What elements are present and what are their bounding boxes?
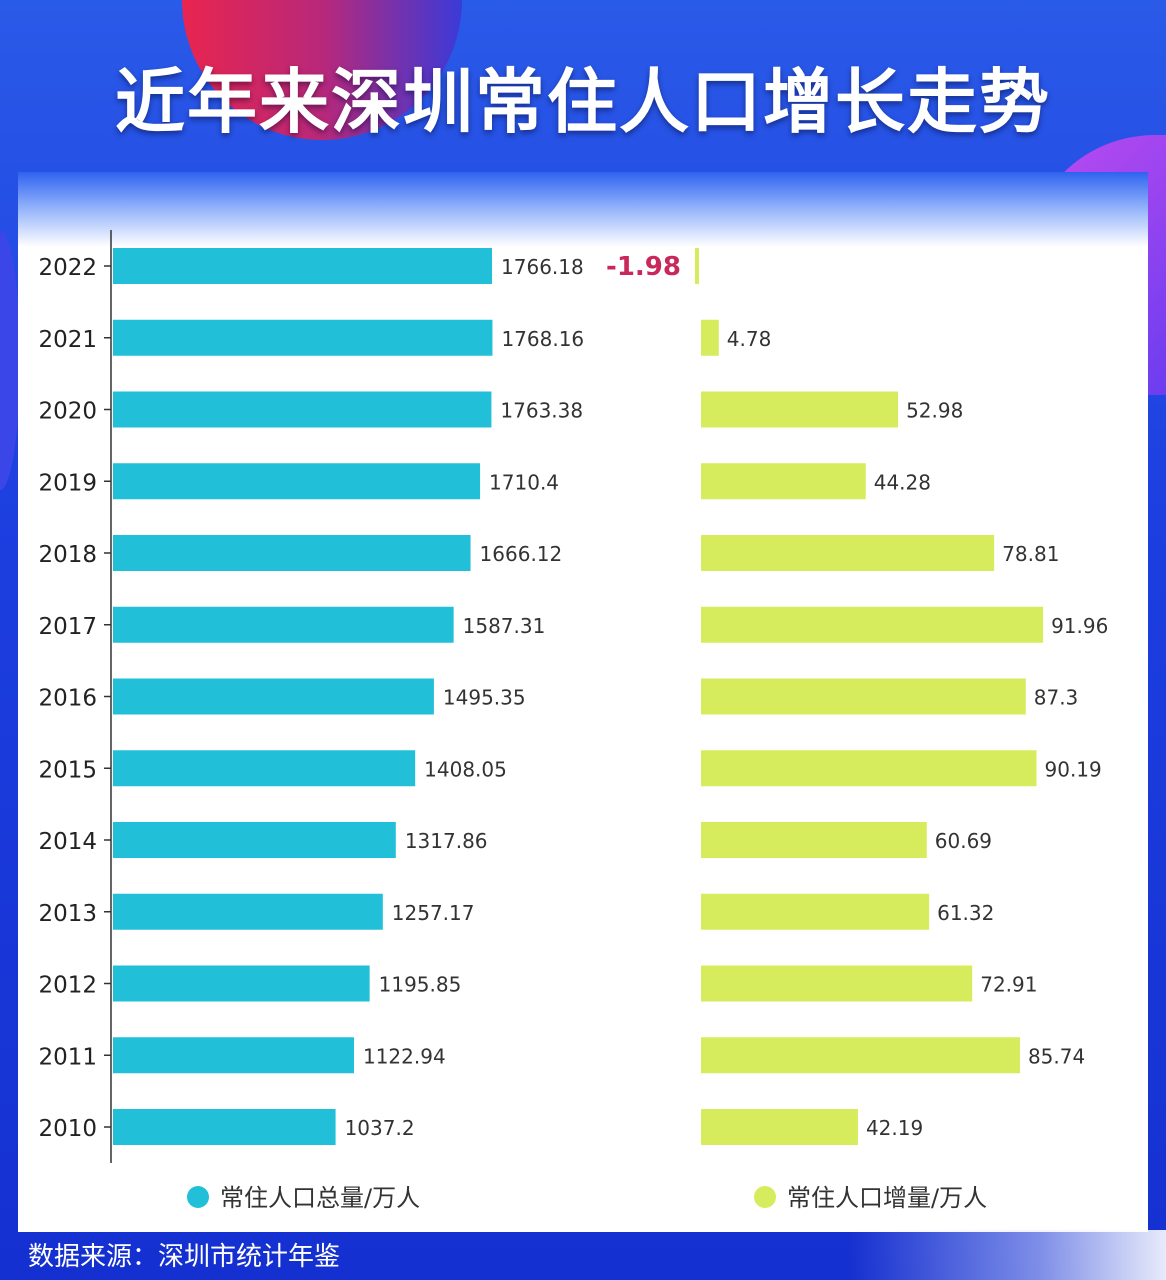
data-label-total-2019: 1710.4: [489, 470, 559, 494]
watermark-smear: [850, 1230, 1166, 1280]
bar-total-2014: [113, 822, 396, 858]
y-tick-label: 2015: [38, 757, 97, 783]
decor-circle-left: [0, 230, 20, 490]
data-label-increase-2015: 90.19: [1045, 757, 1102, 781]
data-label-total-2017: 1587.31: [463, 614, 546, 638]
legend-marker-increase: [754, 1186, 776, 1208]
data-label-increase-2012: 72.91: [980, 973, 1037, 997]
data-label-increase-2016: 87.3: [1034, 686, 1079, 710]
data-label-increase-2020: 52.98: [906, 399, 963, 423]
legend-marker-total: [187, 1186, 209, 1208]
data-label-total-2020: 1763.38: [500, 399, 583, 423]
bar-increase-2016: [701, 678, 1026, 715]
data-label-increase-2021: 4.78: [727, 327, 772, 351]
bar-increase-2010: [701, 1109, 858, 1145]
data-label-total-2018: 1666.12: [480, 542, 563, 566]
bar-increase-2013: [701, 893, 930, 930]
bar-total-2011: [113, 1037, 354, 1074]
y-tick-label: 2019: [38, 470, 97, 496]
data-label-increase-2013: 61.32: [937, 901, 994, 925]
y-tick-label: 2010: [38, 1116, 97, 1142]
data-label-total-2021: 1768.16: [501, 327, 584, 351]
bar-increase-2020: [701, 391, 899, 428]
bar-increase-2018: [701, 535, 995, 571]
bar-increase-2014: [701, 822, 927, 858]
bar-increase-2021: [701, 319, 719, 356]
bar-total-2019: [113, 463, 481, 500]
bar-increase-2019: [701, 463, 866, 500]
y-tick-label: 2022: [38, 255, 97, 281]
y-tick-label: 2011: [38, 1044, 97, 1070]
page-title: 近年来深圳常住人口增长走势: [115, 61, 1051, 143]
y-tick-label: 2017: [38, 614, 97, 640]
bar-total-2013: [113, 893, 383, 930]
y-tick-label: 2012: [38, 973, 97, 999]
bar-increase-2022: [695, 248, 699, 284]
legend-label-increase: 常住人口增量/万人: [787, 1184, 987, 1212]
bar-total-2020: [113, 391, 492, 428]
bar-total-2016: [113, 678, 434, 715]
data-label-total-2010: 1037.2: [345, 1116, 415, 1140]
bar-total-2017: [113, 606, 454, 643]
data-label-total-2016: 1495.35: [443, 686, 526, 710]
bar-total-2021: [113, 319, 493, 356]
bar-increase-2012: [701, 965, 973, 1002]
bar-total-2018: [113, 535, 471, 571]
data-label-increase-2014: 60.69: [935, 829, 992, 853]
data-label-increase-2017: 91.96: [1051, 614, 1108, 638]
data-label-increase-2018: 78.81: [1002, 542, 1059, 566]
data-label-total-2015: 1408.05: [424, 757, 507, 781]
data-label-total-2014: 1317.86: [405, 829, 488, 853]
data-label-increase-2011: 85.74: [1028, 1044, 1085, 1068]
y-tick-label: 2014: [38, 829, 97, 855]
data-label-increase-2022: -1.98: [606, 252, 681, 282]
data-label-total-2012: 1195.85: [379, 973, 462, 997]
y-tick-label: 2018: [38, 542, 97, 568]
bar-total-2015: [113, 750, 416, 787]
data-label-total-2022: 1766.18: [501, 255, 584, 279]
y-tick-label: 2016: [38, 686, 97, 712]
data-label-total-2013: 1257.17: [392, 901, 475, 925]
bar-increase-2015: [701, 750, 1037, 787]
data-label-total-2011: 1122.94: [363, 1044, 446, 1068]
bar-total-2012: [113, 965, 370, 1002]
bar-total-2010: [113, 1109, 336, 1145]
data-label-increase-2010: 42.19: [866, 1116, 923, 1140]
bar-total-2022: [113, 248, 493, 284]
data-label-increase-2019: 44.28: [874, 470, 931, 494]
legend-label-total: 常住人口总量/万人: [220, 1184, 420, 1212]
y-tick-label: 2013: [38, 901, 97, 927]
y-tick-label: 2021: [38, 327, 97, 353]
y-tick-label: 2020: [38, 399, 97, 425]
data-source: 数据来源：深圳市统计年鉴: [28, 1242, 341, 1272]
bar-increase-2011: [701, 1037, 1020, 1074]
bar-increase-2017: [701, 606, 1044, 643]
